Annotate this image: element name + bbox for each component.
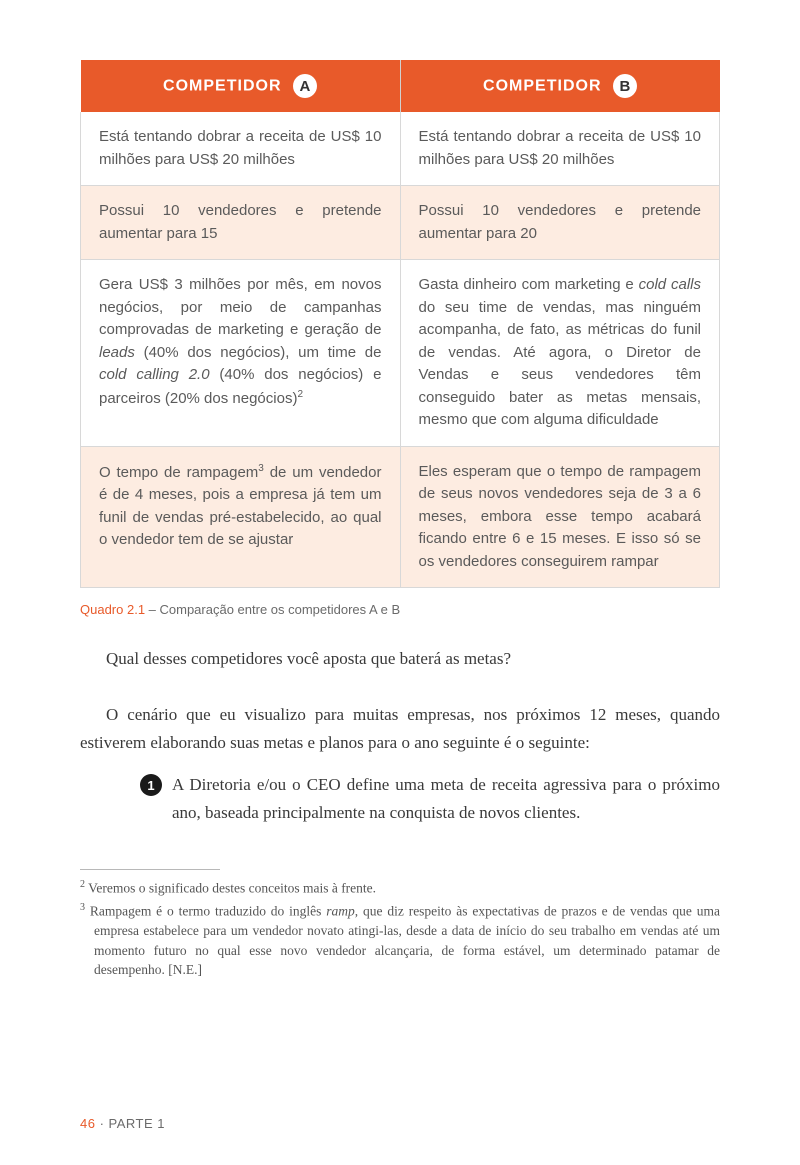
list-number-badge: 1 (140, 774, 162, 796)
cell-a: O tempo de rampagem3 de um vendedor é de… (81, 446, 401, 588)
cell-b: Possui 10 vendedores e pretende aumentar… (400, 186, 720, 260)
footnote-separator (80, 869, 220, 870)
cell-b: Eles esperam que o tempo de rampagem de … (400, 446, 720, 588)
table-caption: Quadro 2.1 – Comparação entre os competi… (80, 602, 720, 617)
cell-b: Está tentando dobrar a receita de US$ 10… (400, 112, 720, 186)
header-b-label: COMPETIDOR (483, 78, 601, 95)
footnote-3: 3 Rampagem é o termo traduzido do inglês… (80, 901, 720, 980)
numbered-list-item: 1 A Diretoria e/ou o CEO define uma meta… (80, 771, 720, 827)
table-header-a: COMPETIDOR A (81, 60, 401, 112)
body-paragraph-2: O cenário que eu visualizo para muitas e… (80, 701, 720, 757)
header-a-label: COMPETIDOR (163, 78, 281, 95)
footer-sep: · (95, 1116, 108, 1131)
page-footer: 46 · PARTE 1 (80, 1116, 165, 1131)
table-row: Está tentando dobrar a receita de US$ 10… (81, 112, 720, 186)
footer-section: PARTE 1 (109, 1116, 165, 1131)
header-b-badge: B (613, 74, 637, 98)
caption-text: – Comparação entre os competidores A e B (145, 602, 400, 617)
comparison-table: COMPETIDOR A COMPETIDOR B Está tentando … (80, 60, 720, 588)
cell-a: Gera US$ 3 milhões por mês, em novos neg… (81, 260, 401, 447)
body-paragraph-1: Qual desses competidores você aposta que… (80, 645, 720, 673)
caption-label: Quadro 2.1 (80, 602, 145, 617)
table-body: Está tentando dobrar a receita de US$ 10… (81, 112, 720, 588)
table-row: Gera US$ 3 milhões por mês, em novos neg… (81, 260, 720, 447)
header-a-badge: A (293, 74, 317, 98)
cell-a: Está tentando dobrar a receita de US$ 10… (81, 112, 401, 186)
footnote-2: 2 Veremos o significado destes conceitos… (80, 878, 720, 898)
list-text: A Diretoria e/ou o CEO define uma meta d… (172, 771, 720, 827)
cell-a: Possui 10 vendedores e pretende aumentar… (81, 186, 401, 260)
page-number: 46 (80, 1116, 95, 1131)
cell-b: Gasta dinheiro com marketing e cold call… (400, 260, 720, 447)
table-header-b: COMPETIDOR B (400, 60, 720, 112)
table-row: Possui 10 vendedores e pretende aumentar… (81, 186, 720, 260)
table-row: O tempo de rampagem3 de um vendedor é de… (81, 446, 720, 588)
